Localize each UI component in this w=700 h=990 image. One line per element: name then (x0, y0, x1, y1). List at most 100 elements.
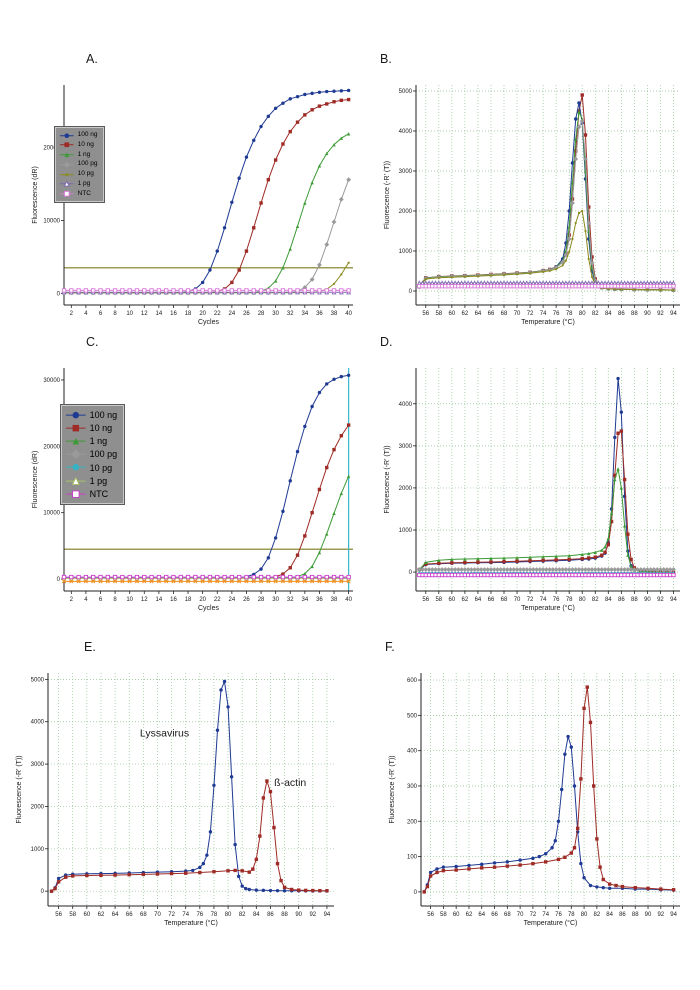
legend-label: 10 pg (89, 462, 113, 473)
x-tick-label: 88 (631, 311, 638, 317)
x-tick-label: 12 (141, 597, 148, 603)
y-axis-label: Fluorescence (dR) (32, 166, 39, 224)
x-tick-label: 80 (579, 597, 586, 603)
x-tick-label: 82 (594, 912, 601, 918)
y-tick-label: 0 (57, 577, 61, 583)
x-tick-label: 94 (324, 912, 331, 918)
chart-E-body: 56 58 60 62 64 66 68 70 72 74 76 78 80 82 84 86 88 90 92 94… (16, 673, 334, 927)
y-tick-label: 0 (409, 570, 413, 576)
legend-label: 1 ng (89, 436, 108, 447)
x-tick-label: 8 (113, 311, 117, 317)
x-tick-label: 84 (606, 912, 613, 918)
x-tick-label: 36 (316, 311, 323, 317)
x-tick-label: 32 (287, 311, 294, 317)
x-tick-label: 72 (168, 912, 175, 918)
legend-item-10 ng: 10 ng (59, 141, 97, 150)
legend-item-NTC: NTC (65, 488, 117, 500)
x-tick-label: 22 (214, 597, 221, 603)
chart-A-body: 2 4 6 8 10 12 14 16 18 20 22 24 26 28 30 32 34 36 38 400100… (32, 85, 353, 326)
x-tick-label: 74 (542, 912, 549, 918)
panel-c: C. 2 4 6 8 10 12 14 16 18 20 22 24 26 28 30 32 34 36 38 40 0… (28, 335, 363, 619)
series-E-ß-actin (49, 779, 329, 893)
legend-item-1 ng: 1 ng (65, 435, 117, 447)
x-tick-label: 34 (301, 597, 308, 603)
y-tick-label: 400 (407, 749, 418, 755)
y-tick-label: 4000 (399, 129, 413, 135)
legend-label: 100 pg (77, 160, 98, 168)
y-tick-label: 600 (407, 678, 418, 684)
series-C-7 (61, 579, 351, 584)
x-tick-label: 4 (84, 597, 88, 603)
legend-label: 100 pg (89, 449, 118, 460)
panel-e-chart-area: 56 58 60 62 64 66 68 70 72 74 76 78 80 82 84 86 88 90 92 94… (12, 666, 344, 934)
legend-label: NTC (77, 189, 91, 197)
amplification-plot-a: 2 4 6 8 10 12 14 16 18 20 22 24 26 28 30 32 34 36 38 400100… (32, 85, 353, 326)
x-tick-label: 76 (196, 912, 203, 918)
y-tick-label: 30000 (43, 378, 60, 384)
y-tick-label: 2000 (31, 804, 45, 810)
x-tick-label: 78 (568, 912, 575, 918)
panel-b: B. 56 58 60 62 64 66 68 70 72 74 76 78 80 82 84 86 88 90 9… (380, 52, 690, 333)
panel-d-chart-area: 56 58 60 62 64 66 68 70 72 74 76 78 80 82 84 86 88 90 92 94… (380, 361, 690, 619)
x-tick-label: 10 (126, 311, 133, 317)
x-tick-label: 78 (566, 311, 573, 317)
y-tick-label: 4000 (399, 402, 413, 408)
series-D-100 ng (417, 376, 676, 575)
x-tick-label: 70 (514, 311, 521, 317)
x-tick-label: 90 (644, 597, 651, 603)
x-tick-label: 64 (475, 597, 482, 603)
x-tick-label: 94 (670, 912, 677, 918)
panel-d-label: D. (380, 335, 393, 349)
y-tick-label: 10000 (43, 218, 60, 224)
panel-a: A. 2 4 6 8 10 12 14 16 18 20 22 24 26 28 30 32 34 36 38 40 0… (28, 52, 363, 333)
chart-D-body: 56 58 60 62 64 66 68 70 72 74 76 78 80 82 84 86 88 90 92 94… (384, 368, 680, 612)
legend-label: 1 pg (89, 475, 108, 486)
y-tick-label: 1000 (399, 528, 413, 534)
legend-marker-icon (66, 411, 86, 419)
x-tick-label: 56 (55, 912, 62, 918)
series-A-NTC (61, 288, 351, 293)
x-axis-label: Temperature (°C) (521, 318, 575, 326)
x-tick-label: 68 (140, 912, 147, 918)
x-tick-label: 94 (670, 597, 677, 603)
y-tick-label: 20000 (43, 146, 60, 152)
x-tick-label: 24 (229, 311, 236, 317)
legend-item-1 pg: 1 pg (65, 475, 117, 487)
x-tick-label: 24 (229, 597, 236, 603)
x-tick-label: 56 (422, 311, 429, 317)
legend-label: 100 ng (77, 131, 98, 138)
x-tick-label: 20 (199, 311, 206, 317)
series-D-NTC (417, 572, 676, 578)
legend-marker-icon (66, 476, 86, 485)
series-D-10 ng (417, 429, 676, 575)
x-tick-label: 34 (301, 311, 308, 317)
y-tick-label: 0 (414, 890, 418, 896)
x-tick-label: 16 (170, 311, 177, 317)
x-tick-label: 94 (670, 311, 677, 317)
x-tick-label: 4 (84, 311, 88, 317)
x-tick-label: 60 (453, 912, 460, 918)
x-tick-label: 80 (579, 311, 586, 317)
legend-a: 100 ng 10 ng 1 ng 100 pg 10 pg 1 pg NTC (54, 126, 106, 204)
panel-d: D. 56 58 60 62 64 66 68 70 72 74 76 78 80 82 84 86 88 90 9… (380, 335, 690, 619)
x-tick-label: 60 (449, 311, 456, 317)
x-tick-label: 62 (462, 597, 469, 603)
annotation-ß-actin: ß-actin (274, 777, 306, 789)
x-axis-label: Temperature (°C) (524, 919, 578, 927)
series-F-red (422, 685, 676, 894)
annotation-Lyssavirus: Lyssavirus (140, 728, 189, 740)
x-tick-label: 72 (530, 912, 537, 918)
x-tick-label: 26 (243, 311, 250, 317)
panel-f-label: F. (385, 640, 395, 654)
x-tick-label: 62 (466, 912, 473, 918)
legend-marker-icon (66, 490, 86, 498)
y-tick-label: 20000 (43, 444, 60, 450)
x-tick-label: 2 (70, 311, 74, 317)
x-tick-label: 66 (488, 311, 495, 317)
legend-label: 10 ng (89, 423, 113, 434)
x-tick-label: 74 (540, 311, 547, 317)
x-tick-label: 36 (316, 597, 323, 603)
x-tick-label: 86 (618, 311, 625, 317)
x-axis-label: Cycles (198, 605, 220, 612)
